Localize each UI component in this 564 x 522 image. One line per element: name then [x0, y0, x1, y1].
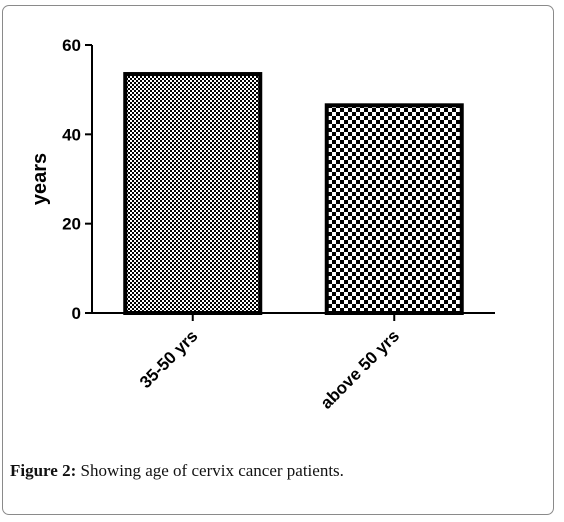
- y-tick-label: 0: [72, 304, 81, 323]
- y-tick-label: 60: [62, 36, 81, 55]
- y-axis-label: years: [29, 153, 51, 205]
- x-tick-label: above 50 yrs: [317, 326, 403, 412]
- figure-caption: Figure 2: Showing age of cervix cancer p…: [10, 461, 550, 481]
- x-tick-label: 35-50 yrs: [136, 326, 202, 392]
- y-tick-label: 40: [62, 125, 81, 144]
- bar-0: [123, 72, 263, 315]
- y-tick-label: 20: [62, 215, 81, 234]
- caption-label: Figure 2:: [10, 461, 77, 480]
- bar-1: [324, 103, 464, 315]
- caption-text: Showing age of cervix cancer patients.: [76, 461, 344, 480]
